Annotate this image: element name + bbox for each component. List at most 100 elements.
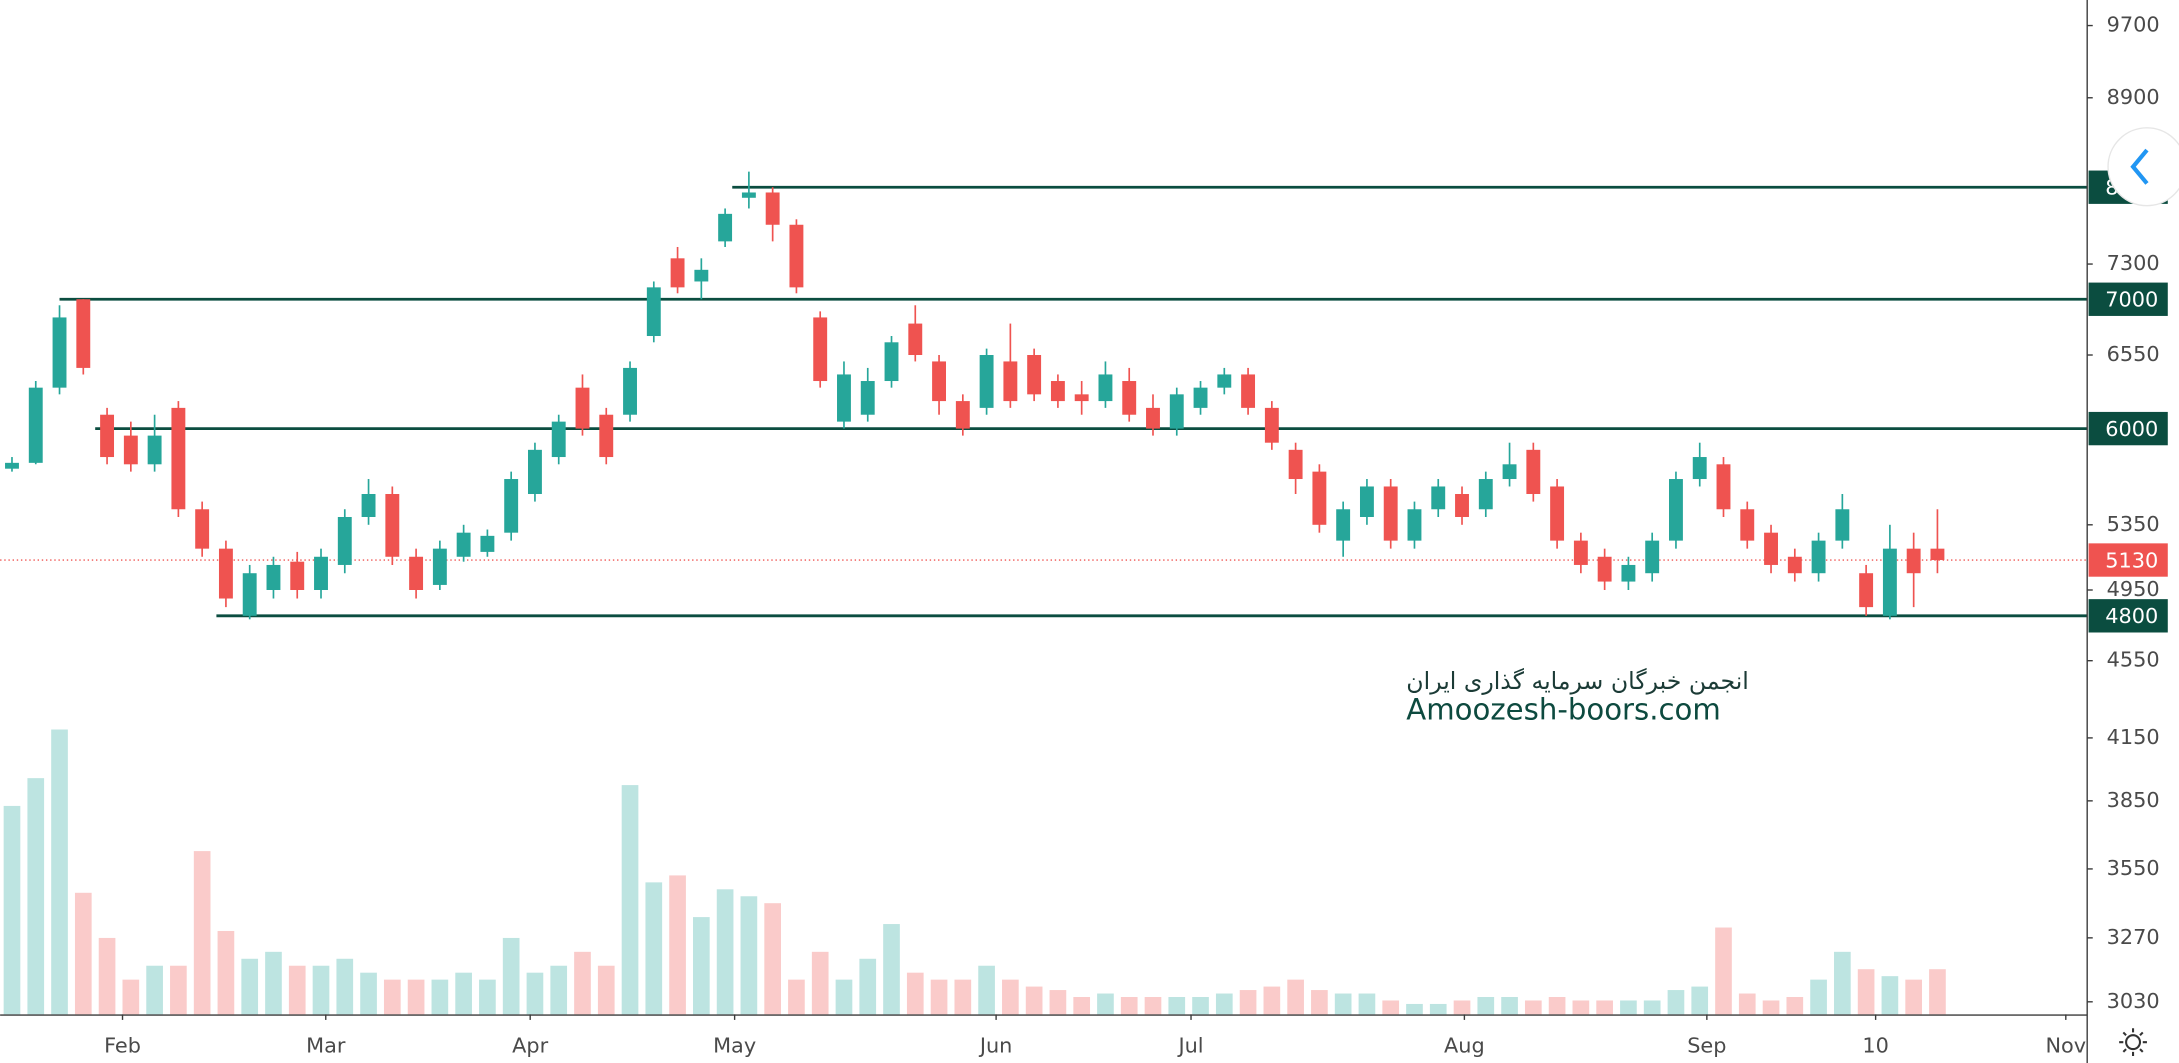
volume-bar (954, 979, 972, 1015)
candle-body (361, 494, 376, 517)
volume-bar (360, 972, 377, 1015)
candle-body (28, 387, 43, 463)
candle-body (195, 509, 210, 549)
x-tick-label: Feb (104, 1033, 141, 1057)
candle-body (955, 401, 970, 429)
volume-bar (1453, 1000, 1471, 1015)
x-tick-label: Sep (1687, 1033, 1726, 1057)
level-label: 4800 (2105, 604, 2158, 628)
candle-body (1787, 556, 1802, 574)
x-tick-label: Nov (2045, 1033, 2086, 1057)
candle-body (1573, 540, 1588, 565)
volume-bar (1287, 979, 1304, 1015)
volume-bar (3, 805, 21, 1015)
volume-bar (1429, 1003, 1447, 1015)
candle-body (1645, 540, 1660, 574)
candle-body (242, 573, 257, 616)
volume-bar (1572, 1000, 1590, 1015)
volume-bar (1810, 979, 1827, 1015)
level-label: 7000 (2105, 288, 2158, 312)
volume-bar (1192, 996, 1209, 1015)
volume-bar (693, 917, 710, 1015)
volume-bar (122, 979, 140, 1015)
candle-body (1193, 387, 1208, 408)
volume-bar (1691, 986, 1709, 1015)
candle-body (1407, 509, 1422, 541)
volume-bar (1524, 1000, 1542, 1015)
candle-body (1930, 548, 1945, 561)
candle-body (670, 258, 685, 288)
candle-body (813, 317, 828, 382)
volume-bar (1596, 1000, 1613, 1015)
candle-body (52, 317, 67, 388)
volume-bar (1905, 979, 1923, 1015)
candle-body (1264, 407, 1279, 443)
volume-bar (383, 979, 401, 1015)
candle-body (527, 449, 542, 495)
candle-body (1122, 381, 1137, 415)
volume-bar (407, 979, 425, 1015)
last-price-label: 5130 (2105, 548, 2158, 572)
volume-bar (1406, 1003, 1423, 1015)
level-label-box (2088, 282, 2168, 316)
candle-body (147, 435, 162, 465)
volume-bar (1144, 996, 1162, 1015)
x-tick-label: Jul (1176, 1033, 1203, 1057)
volume-bar (1311, 990, 1328, 1015)
candle-body (432, 548, 447, 585)
volume-bar (1643, 1000, 1661, 1015)
candle-body (575, 387, 590, 429)
volume-bar (526, 972, 544, 1015)
candle-body (932, 361, 947, 402)
settings-icon[interactable] (2119, 1028, 2147, 1057)
candle-body (290, 561, 305, 590)
y-tick-label: 3030 (2107, 989, 2160, 1013)
volume-bar (788, 979, 805, 1015)
candle-body (1882, 548, 1897, 616)
volume-bar (1738, 993, 1756, 1015)
y-tick-label: 8900 (2107, 85, 2160, 109)
volume-bar (74, 892, 92, 1015)
volume-bar (835, 979, 853, 1015)
volume-bar (1215, 993, 1233, 1015)
y-tick-label: 7300 (2107, 251, 2160, 275)
candle-body (1169, 394, 1184, 429)
volume-bar (146, 965, 163, 1015)
candle-body (646, 287, 661, 337)
volume-bar (288, 965, 306, 1015)
candle-body (1906, 548, 1921, 574)
y-tick-label: 3270 (2107, 925, 2160, 949)
volume-bar (1834, 951, 1851, 1015)
volume-bar (1762, 1000, 1780, 1015)
volume-bar (1263, 986, 1281, 1015)
volume-bar (1334, 993, 1352, 1015)
level-label: 6000 (2105, 417, 2158, 441)
volume-bar (27, 778, 45, 1015)
y-tick-label: 9700 (2107, 13, 2160, 37)
candle-body (1336, 509, 1351, 541)
candle-body (385, 494, 400, 557)
volume-bar (479, 979, 496, 1015)
candle-body (123, 435, 138, 465)
candle-body (741, 192, 756, 198)
candle-body (1740, 509, 1755, 541)
candle-body (1146, 407, 1160, 429)
candle-body (266, 564, 281, 590)
candle-body (1074, 394, 1089, 402)
candle-body (504, 479, 519, 533)
y-tick-label: 4550 (2107, 648, 2160, 672)
volume-bar (217, 930, 235, 1015)
candle-body (1312, 471, 1327, 525)
y-tick-label: 3550 (2107, 856, 2160, 880)
volume-bar (431, 979, 449, 1015)
volume-bar (1929, 969, 1946, 1015)
candle-body (1716, 464, 1731, 510)
volume-bar (906, 972, 924, 1015)
collapse-button[interactable] (2107, 127, 2179, 207)
candle-body (171, 407, 186, 510)
volume-bar (312, 965, 330, 1015)
volume-bar (51, 729, 68, 1015)
volume-bar (1715, 927, 1732, 1015)
levels-layer (0, 185, 2088, 618)
